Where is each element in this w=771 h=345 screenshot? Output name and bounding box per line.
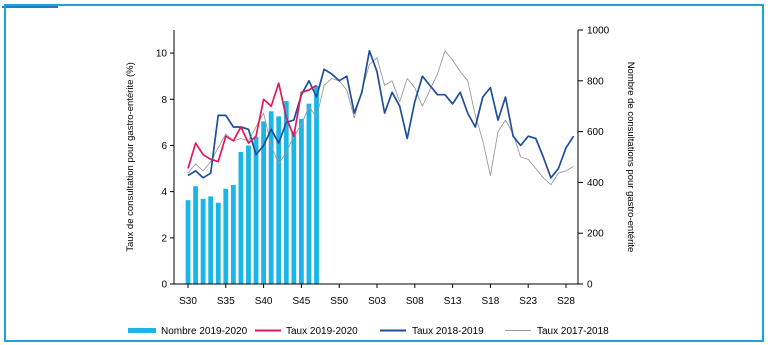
y-left-tick-label: 6 — [161, 141, 167, 152]
bar-S42 — [276, 116, 282, 284]
y-axis-right-label: Nombre de consultations pour gastro-enté… — [625, 62, 636, 253]
bar-S36 — [230, 184, 236, 284]
bar-S30 — [185, 200, 191, 284]
x-tick-label: S40 — [255, 296, 273, 307]
x-tick-label: S35 — [217, 296, 235, 307]
x-tick-label: S28 — [557, 296, 575, 307]
bar-S32 — [200, 198, 206, 284]
y-axis-left-label: Taux de consultation pour gastro-entérit… — [125, 62, 136, 252]
bar-S35 — [223, 188, 229, 284]
x-tick-label: S03 — [368, 296, 386, 307]
x-tick-label: S23 — [519, 296, 537, 307]
series-line-taux-2017-2018 — [187, 50, 574, 186]
x-tick-label: S50 — [330, 296, 348, 307]
y-right-tick-label: 0 — [587, 280, 593, 291]
series-line-taux-2018-2019 — [187, 49, 575, 179]
lines-layer — [187, 49, 575, 186]
x-tick-label: S13 — [444, 296, 462, 307]
bar-S40 — [261, 121, 266, 284]
x-tick-label: S45 — [293, 296, 311, 307]
legend-label-taux-2019-2020: Taux 2019-2020 — [286, 326, 358, 337]
series-line-taux-2019-2020 — [187, 82, 317, 169]
bar-S34 — [215, 202, 221, 284]
y-left-tick-label: 0 — [161, 280, 167, 291]
x-tick-label: S30 — [179, 296, 197, 307]
y-right-tick-label: 200 — [587, 229, 604, 240]
y-right-tick-label: 800 — [587, 76, 604, 87]
y-left-tick-label: 4 — [161, 187, 167, 198]
bar-S31 — [193, 186, 198, 284]
y-right-tick-label: 400 — [587, 178, 604, 189]
bar-S43 — [283, 101, 289, 285]
bar-S33 — [208, 196, 214, 284]
figure-frame — [4, 4, 764, 342]
bar-S38 — [246, 145, 251, 284]
x-tick-label: S08 — [406, 296, 424, 307]
y-left-tick-label: 10 — [156, 49, 168, 60]
y-right-tick-label: 1000 — [587, 26, 610, 37]
bar-S45 — [299, 118, 304, 285]
legend: Nombre 2019-2020 Taux 2019-2020 Taux 2018-… — [128, 326, 609, 337]
legend-label-taux-2017-2018: Taux 2017-2018 — [537, 326, 609, 337]
axes-layer: 0 2 4 6 8 10 Taux de consultation pour gastro-… — [125, 26, 636, 308]
y-left-tick-label: 8 — [161, 95, 167, 106]
bar-S44 — [291, 131, 297, 284]
top-link-underline — [2, 0, 58, 8]
bar-S39 — [253, 136, 259, 284]
bar-S47 — [314, 85, 319, 284]
y-right-tick-label: 600 — [587, 127, 604, 138]
y-left-tick-label: 2 — [161, 233, 167, 244]
legend-swatch-nombre-2019-2020 — [128, 328, 156, 333]
bars-layer — [185, 85, 319, 285]
legend-label-taux-2018-2019: Taux 2018-2019 — [412, 326, 484, 337]
bar-S37 — [238, 151, 244, 284]
bar-S46 — [306, 103, 312, 284]
bar-S41 — [268, 111, 274, 284]
x-tick-label: S18 — [482, 296, 500, 307]
legend-label-nombre-2019-2020: Nombre 2019-2020 — [161, 326, 248, 337]
